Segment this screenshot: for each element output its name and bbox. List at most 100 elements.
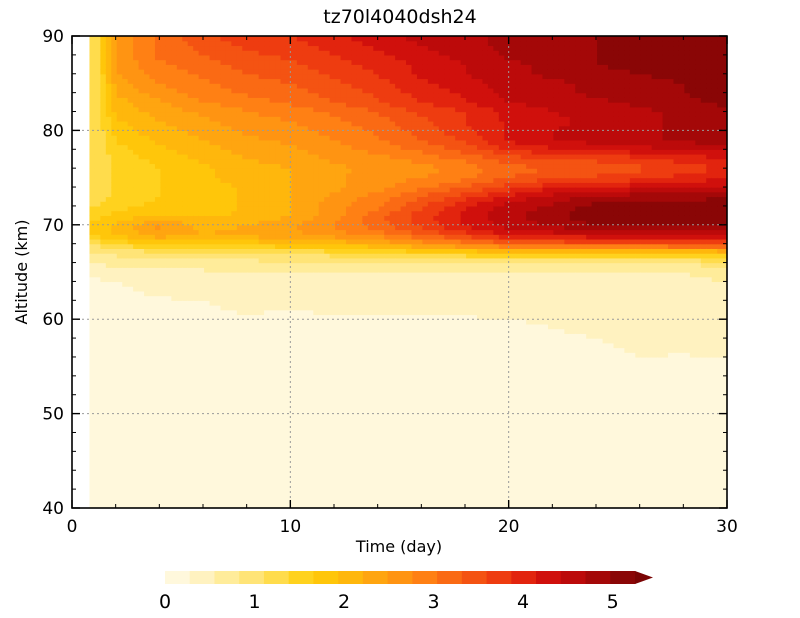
heat-cell: [296, 465, 303, 471]
heat-cell: [182, 380, 189, 386]
heat-cell: [318, 111, 325, 117]
heat-cell: [187, 196, 194, 202]
heat-cell: [253, 309, 260, 316]
heat-cell: [307, 83, 314, 89]
heat-cell: [329, 361, 336, 367]
heat-cell: [149, 460, 156, 467]
heat-cell: [198, 286, 205, 292]
heat-cell: [144, 423, 151, 429]
heat-cell: [231, 120, 238, 127]
heat-cell: [116, 446, 123, 452]
heat-cell: [144, 187, 151, 193]
heat-cell: [176, 196, 183, 202]
heat-cell: [356, 380, 363, 386]
heat-cell: [105, 361, 112, 367]
heat-cell: [204, 375, 211, 382]
heat-cell: [154, 423, 162, 429]
heat-cell: [258, 323, 265, 330]
heat-cell: [329, 73, 336, 80]
heat-cell: [329, 248, 336, 254]
heat-cell: [220, 40, 227, 47]
heat-cell: [138, 465, 145, 471]
heat-cell: [154, 456, 162, 462]
heat-cell: [100, 154, 107, 160]
heat-cell: [122, 224, 129, 231]
heat-cell: [231, 484, 238, 490]
heat-cell: [346, 168, 353, 174]
heat-cell: [318, 300, 325, 306]
heat-cell: [329, 441, 336, 448]
heat-cell: [100, 87, 107, 94]
heat-cell: [105, 139, 112, 146]
heat-cell: [296, 404, 303, 410]
heat-cell: [285, 404, 293, 410]
heat-cell: [94, 59, 101, 65]
heat-cell: [329, 342, 336, 349]
heat-cell: [236, 191, 243, 198]
heat-cell: [280, 163, 287, 169]
heat-cell: [149, 375, 156, 382]
heat-cell: [280, 498, 287, 504]
heat-cell: [111, 172, 118, 179]
heat-cell: [182, 172, 189, 179]
heat-cell: [242, 276, 249, 283]
heat-cell: [133, 40, 140, 47]
heat-cell: [89, 83, 96, 89]
heat-cell: [171, 158, 178, 165]
heat-cell: [324, 460, 331, 467]
heat-cell: [253, 418, 260, 424]
heat-cell: [247, 319, 254, 325]
heat-cell: [209, 59, 216, 65]
heat-cell: [165, 196, 172, 202]
heat-cell: [171, 489, 178, 495]
heat-cell: [127, 168, 134, 174]
heat-cell: [138, 479, 145, 485]
heat-cell: [94, 50, 101, 56]
heat-cell: [209, 243, 216, 249]
heat-cell: [324, 309, 331, 316]
heat-cell: [313, 404, 320, 410]
heat-cell: [105, 451, 112, 457]
heat-cell: [318, 423, 325, 429]
heat-cell: [258, 356, 265, 363]
heat-cell: [111, 135, 118, 141]
heat-cell: [264, 59, 271, 65]
heat-cell: [111, 328, 118, 334]
heat-cell: [215, 319, 222, 325]
heat-cell: [182, 135, 189, 141]
heat-cell: [302, 281, 309, 287]
heat-cell: [149, 224, 156, 231]
heat-cell: [149, 333, 156, 339]
heat-cell: [144, 390, 151, 396]
heat-cell: [247, 385, 254, 391]
heat-cell: [133, 286, 140, 292]
heat-cell: [340, 158, 347, 165]
heat-cell: [149, 489, 156, 495]
heat-cell: [296, 234, 303, 240]
heat-cell: [351, 102, 358, 108]
heat-cell: [329, 215, 336, 221]
heat-cell: [220, 323, 227, 330]
heat-cell: [215, 257, 222, 264]
heat-cell: [242, 456, 249, 462]
heat-cell: [204, 456, 211, 462]
heat-cell: [296, 361, 303, 367]
heat-cell: [149, 40, 156, 47]
heat-cell: [122, 347, 129, 353]
heat-cell: [215, 493, 222, 500]
heat-cell: [127, 290, 134, 297]
heat-cell: [275, 319, 282, 325]
heat-cell: [138, 182, 145, 188]
heat-cell: [220, 120, 227, 127]
heat-cell: [236, 404, 243, 410]
heat-cell: [89, 272, 96, 278]
heat-cell: [171, 59, 178, 65]
heat-cell: [247, 352, 254, 358]
heat-cell: [340, 78, 347, 84]
heat-cell: [329, 238, 336, 245]
heat-cell: [253, 149, 260, 155]
heat-cell: [285, 366, 293, 372]
heat-cell: [280, 295, 287, 301]
heat-cell: [209, 163, 216, 169]
heat-cell: [318, 404, 325, 410]
